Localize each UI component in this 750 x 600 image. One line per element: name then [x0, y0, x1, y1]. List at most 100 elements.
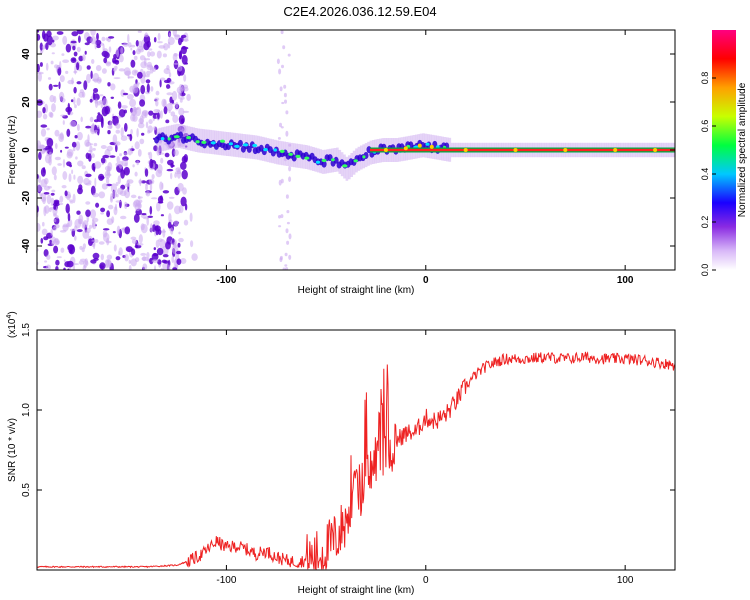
noise-speckle: [281, 64, 284, 69]
noise-speckle: [288, 166, 292, 172]
noise-speckle: [152, 67, 157, 72]
noise-speckle: [118, 68, 125, 72]
noise-speckle: [135, 107, 139, 110]
signal-highlight: [160, 137, 165, 141]
noise-speckle: [100, 157, 106, 164]
noise-speckle: [145, 121, 149, 129]
noise-speckle: [141, 111, 147, 119]
peak-marker: [653, 148, 658, 152]
noise-speckle: [168, 81, 175, 85]
noise-speckle: [160, 110, 163, 119]
noise-speckle: [65, 70, 69, 74]
x-tick-label: 100: [617, 275, 634, 286]
noise-speckle: [74, 135, 78, 139]
signal-halo: [326, 149, 330, 174]
noise-speckle: [278, 179, 282, 186]
noise-speckle: [171, 164, 175, 167]
noise-speckle: [110, 96, 115, 100]
noise-speckle: [154, 225, 161, 232]
noise-speckle: [138, 179, 143, 184]
noise-speckle: [100, 253, 105, 261]
signal-highlight: [167, 137, 171, 141]
noise-speckle: [129, 98, 137, 108]
noise-speckle: [147, 215, 154, 218]
noise-speckle: [63, 259, 66, 263]
noise-speckle: [68, 173, 72, 183]
noise-speckle: [146, 252, 150, 259]
noise-speckle: [153, 126, 157, 131]
noise-speckle: [55, 143, 58, 149]
noise-speckle: [160, 214, 164, 217]
snr-xlabel: Height of straight line (km): [298, 585, 415, 596]
noise-speckle: [166, 84, 171, 89]
noise-speckle: [54, 223, 60, 229]
noise-speckle: [65, 43, 72, 53]
noise-speckle: [123, 166, 130, 176]
noise-speckle: [124, 254, 129, 262]
noise-speckle: [133, 213, 140, 223]
noise-speckle: [37, 63, 40, 73]
noise-speckle: [130, 114, 136, 122]
signal-core: [333, 156, 339, 164]
noise-speckle: [139, 55, 146, 61]
noise-speckle: [119, 153, 122, 157]
noise-speckle: [166, 103, 173, 112]
noise-speckle: [136, 160, 140, 166]
noise-speckle: [117, 175, 122, 185]
noise-speckle: [115, 144, 118, 153]
noise-speckle: [139, 138, 145, 145]
noise-speckle: [73, 86, 77, 94]
noise-speckle: [39, 148, 46, 153]
noise-speckle: [128, 259, 131, 264]
noise-speckle: [287, 53, 291, 57]
peak-marker: [429, 144, 434, 149]
noise-speckle: [78, 184, 83, 191]
noise-speckle: [286, 210, 290, 214]
noise-speckle: [284, 264, 288, 267]
signal-highlight: [362, 155, 366, 159]
noise-speckle: [154, 167, 157, 171]
noise-speckle: [74, 104, 77, 109]
colorbar-gradient: [712, 30, 736, 270]
noise-speckle: [280, 30, 284, 35]
noise-speckle: [159, 195, 163, 201]
noise-speckle: [108, 36, 115, 39]
noise-speckle: [46, 35, 53, 46]
noise-speckle: [70, 40, 77, 44]
noise-speckle: [73, 174, 76, 180]
noise-speckle: [150, 86, 154, 92]
noise-speckle: [149, 257, 154, 265]
noise-speckle: [148, 110, 154, 116]
noise-speckle: [103, 57, 108, 64]
noise-speckle: [127, 148, 133, 156]
noise-speckle: [53, 199, 60, 204]
noise-speckle: [39, 62, 43, 67]
noise-speckle: [137, 30, 142, 33]
noise-speckle: [159, 77, 166, 81]
noise-speckle: [62, 35, 68, 45]
noise-speckle: [105, 61, 111, 67]
noise-speckle: [151, 174, 155, 180]
noise-speckle: [155, 90, 160, 96]
signal-highlight: [331, 158, 335, 162]
signal-core: [321, 160, 327, 168]
noise-speckle: [76, 131, 83, 141]
noise-speckle: [173, 220, 179, 227]
noise-speckle: [86, 73, 91, 84]
noise-speckle: [106, 145, 113, 152]
noise-speckle: [172, 114, 179, 123]
noise-speckle: [162, 53, 167, 58]
noise-speckle: [80, 116, 83, 123]
noise-speckle: [99, 94, 104, 97]
noise-speckle: [109, 155, 116, 158]
noise-speckle: [73, 51, 78, 57]
noise-speckle: [162, 254, 169, 258]
noise-speckle: [145, 184, 148, 191]
noise-speckle: [69, 199, 74, 202]
noise-speckle: [157, 32, 161, 41]
signal-highlight: [279, 149, 285, 153]
y-tick-label: 1.0: [21, 403, 32, 417]
noise-speckle: [279, 122, 282, 128]
noise-speckle: [39, 50, 43, 54]
noise-speckle: [283, 92, 287, 98]
